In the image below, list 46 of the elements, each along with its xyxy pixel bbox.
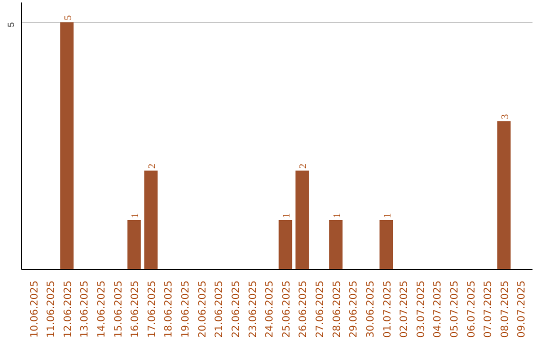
x-tick-label: 14.06.2025 <box>96 280 108 338</box>
x-tick-label: 15.06.2025 <box>113 280 124 338</box>
x-tick-label: 02.07.2025 <box>399 280 410 338</box>
data-label: 5 <box>62 15 74 20</box>
x-tick-label: 08.07.2025 <box>500 280 511 338</box>
x-tick-label: 01.07.2025 <box>382 280 394 338</box>
x-tick-label: 27.06.2025 <box>315 280 326 338</box>
x-tick-label: 30.06.2025 <box>365 280 376 338</box>
x-tick-label: 17.06.2025 <box>146 280 158 338</box>
x-tick-label: 10.06.2025 <box>29 280 40 338</box>
x-tick-label: 19.06.2025 <box>180 280 192 338</box>
data-label: 1 <box>130 213 142 218</box>
x-tick-label: 18.06.2025 <box>164 280 175 338</box>
bar <box>127 220 141 270</box>
data-label: 1 <box>382 213 394 218</box>
x-tick-label: 11.06.2025 <box>46 280 58 338</box>
x-tick-label: 09.07.2025 <box>516 280 528 338</box>
x-tick-label: 04.07.2025 <box>432 280 444 338</box>
x-tick-label: 26.06.2025 <box>298 280 310 338</box>
x-tick-label: 25.06.2025 <box>281 280 292 338</box>
x-tick-label: 21.06.2025 <box>214 280 226 338</box>
x-tick-label: 05.07.2025 <box>449 280 460 338</box>
x-tick-label: 23.06.2025 <box>248 280 259 338</box>
bar <box>60 22 74 270</box>
bar <box>497 121 511 270</box>
data-label: 1 <box>332 213 343 218</box>
x-tick-label: 22.06.2025 <box>230 280 242 338</box>
x-tick-label: 12.06.2025 <box>62 280 74 338</box>
bar <box>144 170 158 270</box>
bar <box>329 220 343 270</box>
x-tick-label: 03.07.2025 <box>416 280 427 338</box>
x-tick-label: 06.07.2025 <box>466 280 478 338</box>
x-tick-label: 24.06.2025 <box>264 280 276 338</box>
x-tick-label: 13.06.2025 <box>80 280 91 338</box>
x-tick-label: 29.06.2025 <box>348 280 360 338</box>
bar <box>278 220 292 270</box>
data-label: 3 <box>500 114 511 120</box>
bar <box>380 220 393 270</box>
x-tick-label: 20.06.2025 <box>197 280 208 338</box>
data-label: 2 <box>298 164 310 169</box>
bar <box>295 170 309 270</box>
x-tick-label: 07.07.2025 <box>483 280 494 338</box>
x-tick-label: 28.06.2025 <box>332 280 343 338</box>
data-label: 2 <box>146 164 158 169</box>
data-label: 1 <box>281 213 292 218</box>
x-tick-label: 16.06.2025 <box>130 280 142 338</box>
